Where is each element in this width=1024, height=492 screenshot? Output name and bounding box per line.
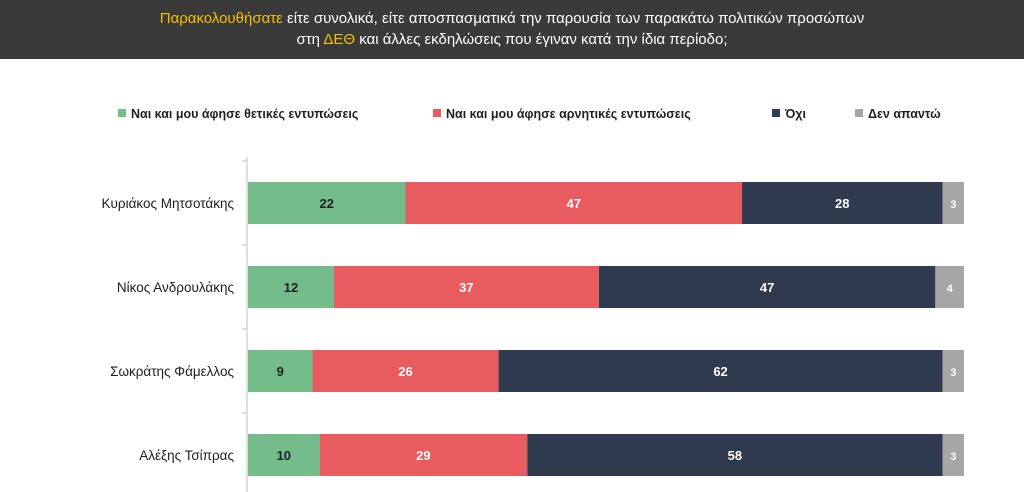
data-label-na: 3 <box>950 451 956 463</box>
data-label-positive: 22 <box>320 196 334 211</box>
data-label-no: 28 <box>835 196 849 211</box>
bar-positive <box>248 434 320 476</box>
question-header: Παρακολουθήσατε είτε συνολικά, είτε αποσ… <box>0 0 1024 59</box>
legend-item-na: Δεν απαντώ <box>855 107 941 123</box>
data-label-positive: 10 <box>277 448 291 463</box>
legend-label-na: Δεν απαντώ <box>868 107 941 121</box>
data-label-positive: 12 <box>284 280 298 295</box>
bar-no <box>527 434 943 476</box>
data-label-na: 4 <box>947 283 954 295</box>
legend-item-negative: Ναι και μου άφησε αρνητικές εντυπώσεις <box>433 107 691 123</box>
data-label-negative: 29 <box>416 448 430 463</box>
bar-no <box>598 266 936 308</box>
category-label: Σωκράτης Φάμελλος <box>110 364 234 379</box>
legend-swatch-no <box>772 109 780 117</box>
bar-na <box>935 266 964 308</box>
question-line-1: Παρακολουθήσατε είτε συνολικά, είτε αποσ… <box>0 10 1024 27</box>
question-line-2: στη ΔΕΘ και άλλες εκδηλώσεις που έγιναν … <box>0 31 1024 48</box>
data-label-na: 3 <box>950 199 956 211</box>
legend-swatch-na <box>855 109 863 117</box>
question-text-1: είτε συνολικά, είτε αποσπασματικά την πα… <box>282 10 865 27</box>
category-label: Αλέξης Τσίπρας <box>139 448 234 463</box>
question-highlight-1: Παρακολουθήσατε <box>159 10 283 27</box>
bar-na <box>942 434 964 476</box>
legend-swatch-negative <box>433 109 441 117</box>
data-label-no: 62 <box>713 364 727 379</box>
data-label-no: 58 <box>728 448 742 463</box>
bar-negative <box>405 182 743 224</box>
category-label: Κυριάκος Μητσοτάκης <box>102 196 235 211</box>
data-label-negative: 37 <box>459 280 473 295</box>
question-text-2a: στη <box>296 31 324 48</box>
bar-na <box>942 182 964 224</box>
bar-negative <box>319 434 528 476</box>
bar-negative <box>312 350 499 392</box>
data-label-na: 3 <box>950 367 956 379</box>
bar-positive <box>248 266 334 308</box>
category-label: Νίκος Ανδρουλάκης <box>117 280 235 295</box>
data-label-negative: 47 <box>567 196 581 211</box>
legend-label-negative: Ναι και μου άφησε αρνητικές εντυπώσεις <box>446 107 691 121</box>
question-highlight-2: ΔΕΘ <box>323 31 356 48</box>
bar-no <box>498 350 943 392</box>
legend-label-positive: Ναι και μου άφησε θετικές εντυπώσεις <box>131 107 359 121</box>
data-label-negative: 26 <box>398 364 412 379</box>
bar-no <box>742 182 943 224</box>
legend-item-no: Όχι <box>772 107 806 123</box>
bar-positive <box>248 182 406 224</box>
legend-item-positive: Ναι και μου άφησε θετικές εντυπώσεις <box>118 107 358 123</box>
legend-label-no: Όχι <box>785 107 806 121</box>
bar-na <box>942 350 964 392</box>
data-label-positive: 9 <box>277 364 284 379</box>
question-text-2b: και άλλες εκδηλώσεις που έγιναν κατά την… <box>355 31 728 48</box>
bar-negative <box>333 266 599 308</box>
legend-swatch-positive <box>118 109 126 117</box>
data-label-no: 47 <box>760 280 774 295</box>
bar-positive <box>248 350 313 392</box>
